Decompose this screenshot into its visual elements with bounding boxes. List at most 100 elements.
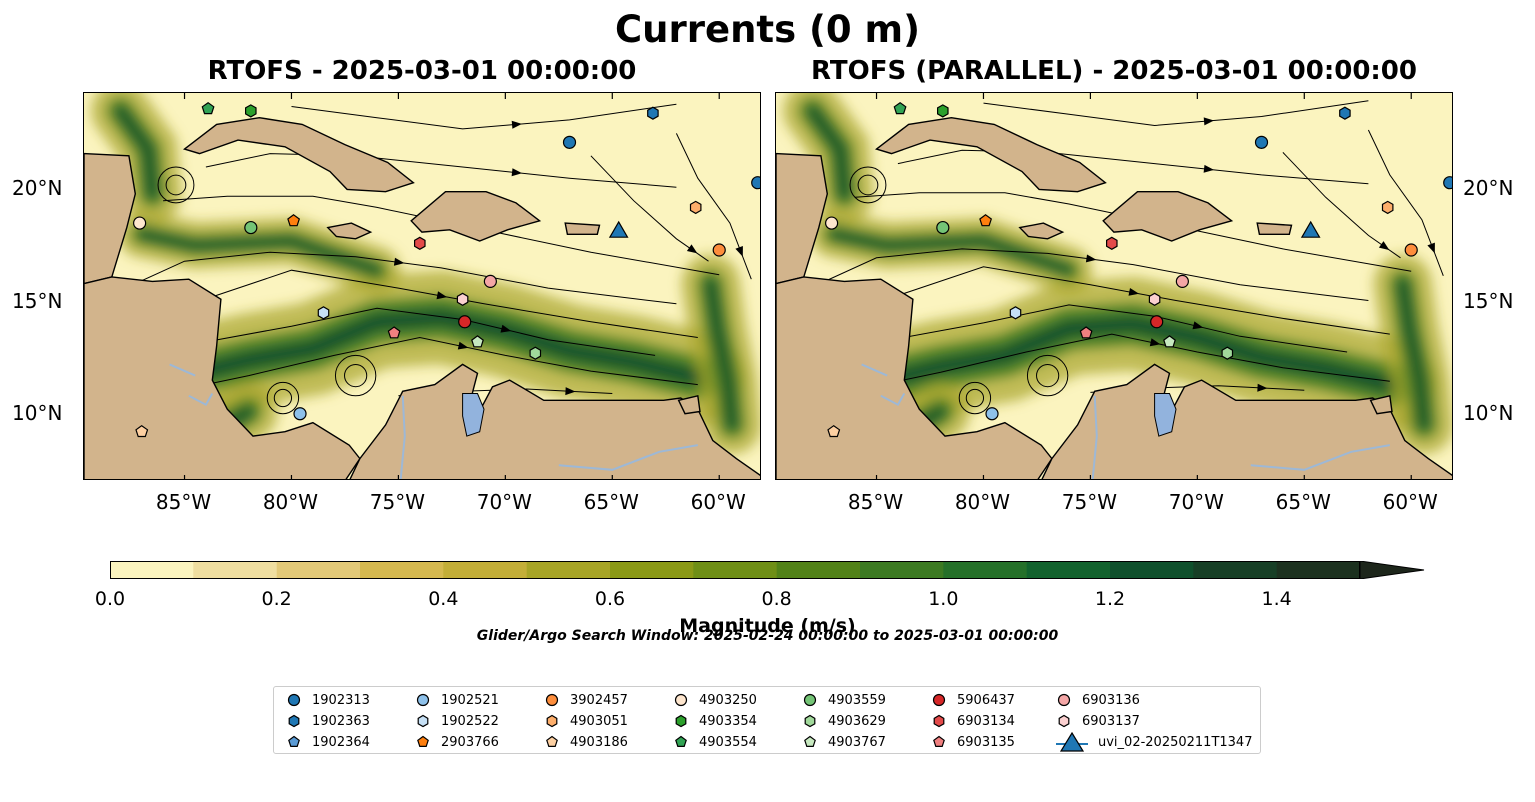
legend-item: 4903559 xyxy=(800,690,886,710)
lat-tick-label-right: 20°N xyxy=(1463,176,1514,201)
colorbar-segment xyxy=(610,561,694,579)
legend-marker-pentagon-icon xyxy=(546,735,558,747)
lat-tick-label-right: 15°N xyxy=(1463,288,1514,313)
marker-6903134 xyxy=(1106,236,1118,250)
legend-item: 4903629 xyxy=(800,711,886,731)
legend-marker-shape xyxy=(416,693,430,707)
legend-marker-shape xyxy=(417,714,429,728)
land-southamerica xyxy=(349,363,760,479)
land-masses xyxy=(84,116,760,479)
legend-label: 6903137 xyxy=(1082,713,1140,729)
colorbar xyxy=(110,561,1425,579)
legend-item: 1902522 xyxy=(413,711,499,731)
legend-marker-shape xyxy=(417,735,429,747)
float-markers xyxy=(825,101,1452,438)
colorbar-segment xyxy=(943,561,1028,579)
legend-marker-shape xyxy=(804,735,816,747)
lat-tick-label-left: 20°N xyxy=(12,176,63,201)
legend-label: 6903134 xyxy=(957,713,1015,729)
marker-1902313 xyxy=(1254,135,1269,149)
legend-marker-pentagon-icon xyxy=(417,735,429,747)
lat-tick-label-left: 15°N xyxy=(12,288,63,313)
legend-marker-hexagon-icon xyxy=(417,714,429,728)
colorbar-extend-arrow xyxy=(1359,561,1425,579)
lon-tick-label: 85°W xyxy=(155,490,212,514)
lon-tick-label: 80°W xyxy=(262,490,319,514)
marker-1902313 xyxy=(1443,176,1452,190)
marker-4903559 xyxy=(936,220,950,235)
legend-item: 1902313 xyxy=(284,690,370,710)
legend-item: 6903136 xyxy=(1054,690,1140,710)
legend-marker-shape xyxy=(1058,714,1070,728)
legend-marker-shape xyxy=(288,714,300,728)
legend-marker-shape xyxy=(546,714,558,728)
land-cuba xyxy=(874,116,1107,193)
marker-6903137 xyxy=(1148,292,1161,306)
legend-label: 1902313 xyxy=(312,692,370,708)
lake-maracaibo xyxy=(462,393,485,437)
legend-item: uvi_02-20250211T1347 xyxy=(1054,732,1252,752)
legend-item: 4903250 xyxy=(671,690,757,710)
marker-1902313 xyxy=(562,135,577,149)
marker-uvi_02-20250211T1347 xyxy=(608,220,629,238)
legend-label: 5906437 xyxy=(957,692,1015,708)
lon-tick-label: 75°W xyxy=(1061,490,1118,514)
colorbar-segment xyxy=(276,561,361,579)
colorbar-segment xyxy=(1110,561,1194,579)
marker-4903051 xyxy=(1381,200,1394,215)
lon-tick-label: 80°W xyxy=(954,490,1011,514)
legend-marker-circle-icon xyxy=(416,693,430,707)
legend: 1902313 1902363 1902364 1902521 1902522 29037… xyxy=(273,686,1261,754)
legend-marker-shape xyxy=(288,735,300,747)
lake-maracaibo xyxy=(1154,393,1177,437)
marker-6903136 xyxy=(1175,274,1189,288)
land-puertorico xyxy=(1256,222,1293,236)
legend-item: 6903137 xyxy=(1054,711,1140,731)
colorbar-segment xyxy=(860,561,944,579)
marker-1902521 xyxy=(985,407,999,421)
legend-item: 4903554 xyxy=(671,732,757,752)
legend-marker-hexagon-icon xyxy=(804,714,816,728)
colorbar-segment xyxy=(526,561,611,579)
legend-item: 6903135 xyxy=(929,732,1015,752)
legend-item: 1902363 xyxy=(284,711,370,731)
land-mexico xyxy=(84,152,137,285)
legend-marker-pentagon-icon xyxy=(288,735,300,747)
legend-label: 1902364 xyxy=(312,734,370,750)
marker-1902363 xyxy=(1339,106,1351,120)
legend-label: 4903051 xyxy=(570,713,628,729)
lat-tick-label-left: 10°N xyxy=(12,400,63,425)
search-window-caption: Glider/Argo Search Window: 2025-02-24 00… xyxy=(476,628,1059,644)
land-central xyxy=(776,276,1053,479)
legend-label: 2903766 xyxy=(441,734,499,750)
colorbar-segment xyxy=(1276,561,1361,579)
marker-4903767 xyxy=(1163,335,1176,348)
legend-item: 4903186 xyxy=(542,732,628,752)
colorbar-tick-label: 0.0 xyxy=(94,588,126,610)
legend-marker-shape xyxy=(933,714,945,728)
map-rtofs-parallel-svg xyxy=(776,93,1452,479)
gridline-ticks xyxy=(875,93,1412,479)
land-jamaica xyxy=(1018,222,1065,240)
colorbar-title: Magnitude (m/s) xyxy=(679,615,856,637)
legend-marker-hexagon-icon xyxy=(1058,714,1070,728)
marker-4903250 xyxy=(825,216,839,230)
marker-6903137 xyxy=(456,292,469,306)
land-hispaniola xyxy=(410,190,542,242)
legend-item: 3902457 xyxy=(542,690,628,710)
marker-3902457 xyxy=(712,243,726,257)
marker-6903135 xyxy=(1079,326,1093,339)
marker-4903250 xyxy=(133,216,147,230)
colorbar-segment xyxy=(776,561,861,579)
colorbar-segment xyxy=(1026,561,1111,579)
colorbar-tick-label: 1.2 xyxy=(1094,588,1126,610)
legend-marker-shape xyxy=(804,714,816,728)
legend-label: 4903554 xyxy=(699,734,757,750)
gridline-ticks xyxy=(183,93,720,479)
legend-marker-hexagon-icon xyxy=(288,714,300,728)
legend-marker-hexagon-icon xyxy=(933,714,945,728)
colorbar-tick-label: 0.6 xyxy=(594,588,626,610)
panel-title-rtofs: RTOFS - 2025-03-01 00:00:00 xyxy=(207,56,637,86)
marker-4903559 xyxy=(244,220,258,235)
land-hispaniola xyxy=(1102,190,1234,242)
